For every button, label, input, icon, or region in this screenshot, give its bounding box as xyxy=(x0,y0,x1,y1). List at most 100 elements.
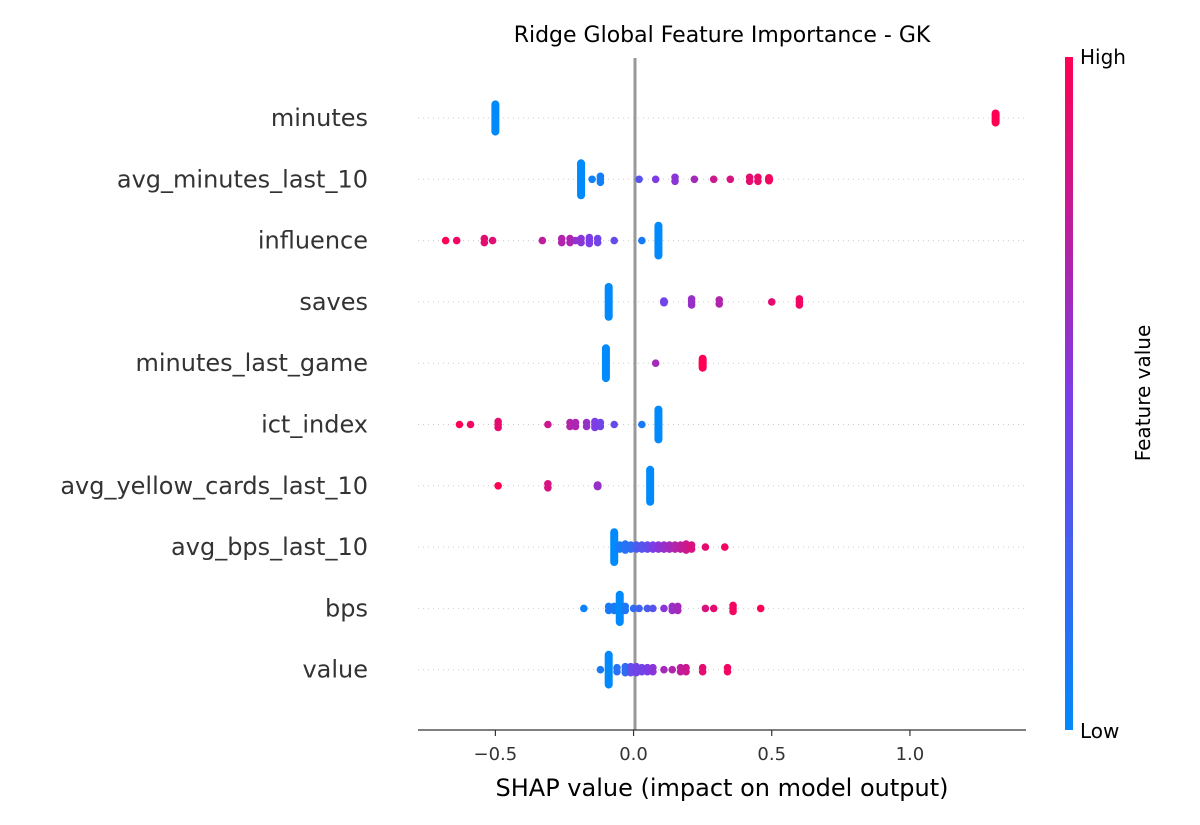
shap-point xyxy=(651,359,660,368)
shap-point xyxy=(709,175,718,184)
shap-point-cluster xyxy=(593,481,602,491)
shap-point-cluster xyxy=(659,297,668,307)
shap-point-cluster xyxy=(654,405,663,444)
shap-point xyxy=(494,423,502,432)
shap-point xyxy=(596,665,605,674)
shap-point-cluster xyxy=(610,528,619,566)
shap-point xyxy=(701,604,710,613)
shap-point xyxy=(676,667,685,676)
x-tick-label: −0.5 xyxy=(474,744,518,765)
x-tick-label: 1.0 xyxy=(896,744,925,765)
shap-point xyxy=(673,606,682,615)
shap-point-cluster xyxy=(698,354,707,372)
shap-point xyxy=(580,604,588,613)
x-axis-label: SHAP value (impact on model output) xyxy=(496,774,949,802)
shap-point xyxy=(729,607,737,616)
shap-point xyxy=(756,604,765,613)
colorbar-title: Feature value xyxy=(1131,325,1155,462)
feature-label: ict_index xyxy=(261,411,368,439)
shap-point xyxy=(671,177,679,186)
shap-point-cluster xyxy=(604,283,613,321)
shap-point xyxy=(709,604,718,613)
shap-point xyxy=(649,545,657,553)
shap-point xyxy=(654,545,663,553)
shap-point xyxy=(610,236,619,245)
shap-point xyxy=(671,545,679,553)
colorbar-low-label: Low xyxy=(1080,719,1119,743)
shap-point xyxy=(544,420,552,429)
shap-point xyxy=(649,604,657,613)
shap-point-cluster xyxy=(604,650,613,689)
shap-point xyxy=(660,665,668,674)
colorbar-gradient xyxy=(1065,57,1073,730)
shap-point xyxy=(441,236,450,245)
shap-point xyxy=(455,420,464,429)
shap-point xyxy=(754,177,762,186)
shap-point xyxy=(643,667,652,676)
shap-point xyxy=(452,236,461,245)
feature-label: saves xyxy=(299,288,368,316)
shap-point xyxy=(621,606,630,615)
shap-points xyxy=(441,100,1000,689)
feature-label: avg_yellow_cards_last_10 xyxy=(60,472,368,500)
shap-point xyxy=(593,238,602,247)
shap-point xyxy=(638,236,646,245)
shap-point xyxy=(494,482,502,490)
shap-point xyxy=(596,178,605,187)
shap-point xyxy=(604,606,613,615)
shap-point xyxy=(480,238,489,247)
shap-point xyxy=(690,175,699,184)
x-tick-label: 0.5 xyxy=(757,744,786,765)
shap-point xyxy=(557,238,566,247)
shap-point xyxy=(571,422,580,431)
shap-point xyxy=(668,606,677,615)
shap-point xyxy=(632,545,641,553)
feature-label: avg_bps_last_10 xyxy=(171,533,368,561)
shap-point xyxy=(582,422,591,431)
shap-point xyxy=(660,604,668,613)
shap-point xyxy=(687,301,696,309)
shap-point xyxy=(660,545,668,553)
shap-point xyxy=(701,543,710,551)
shap-point xyxy=(723,667,732,676)
shap-point xyxy=(538,236,547,245)
shap-point xyxy=(596,422,605,431)
x-ticks: −0.5 0.0 0.5 1.0 xyxy=(474,730,925,765)
shap-point xyxy=(649,667,657,676)
x-tick-label: 0.0 xyxy=(619,744,648,765)
shap-point xyxy=(643,604,652,613)
shap-point xyxy=(488,236,497,245)
colorbar-high-label: High xyxy=(1080,45,1126,69)
shap-point xyxy=(638,545,646,553)
shap-point xyxy=(544,484,552,492)
shap-point xyxy=(610,420,619,429)
shap-point xyxy=(566,422,574,431)
x-axis: −0.5 0.0 0.5 1.0 SHAP value (impact on mode… xyxy=(418,729,1026,802)
colorbar: High Low Feature value xyxy=(1065,45,1155,743)
shap-point xyxy=(745,177,754,186)
chart-title: Ridge Global Feature Importance - GK xyxy=(514,23,931,48)
shap-point-cluster xyxy=(615,590,624,626)
feature-label: minutes_last_game xyxy=(135,349,368,377)
shap-point-cluster xyxy=(577,159,586,200)
shap-point-cluster xyxy=(764,174,773,185)
shap-point xyxy=(668,665,677,674)
shap-point xyxy=(795,301,804,309)
shap-point xyxy=(715,300,724,308)
shap-point xyxy=(726,175,735,184)
feature-labels: minutes avg_minutes_last_10 influence saves… xyxy=(60,104,368,684)
shap-point xyxy=(627,545,635,553)
shap-point-cluster xyxy=(646,465,655,506)
shap-point xyxy=(720,543,729,551)
feature-label: avg_minutes_last_10 xyxy=(117,165,368,193)
shap-point xyxy=(577,238,585,247)
shap-point xyxy=(643,545,652,553)
shap-point xyxy=(635,175,643,184)
shap-point xyxy=(629,604,638,613)
shap-point xyxy=(585,239,594,248)
shap-point xyxy=(767,298,776,306)
shap-point-cluster xyxy=(654,221,663,260)
shap-point-cluster xyxy=(601,344,610,383)
shap-point xyxy=(638,420,646,429)
